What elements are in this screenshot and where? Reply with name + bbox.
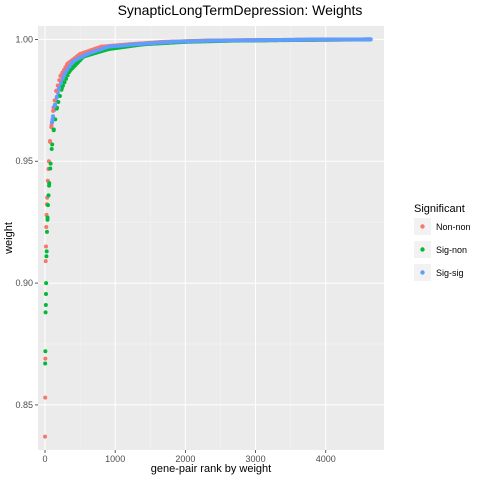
- legend-swatch: [420, 224, 425, 229]
- legend-label: Sig-non: [436, 245, 467, 255]
- data-point-sig-non: [43, 303, 48, 308]
- data-point-sig-sig: [65, 67, 70, 72]
- data-point-sig-non: [49, 147, 54, 152]
- data-point-sig-sig: [50, 120, 55, 125]
- data-point-sig-sig: [52, 103, 57, 108]
- data-point-sig-non: [44, 281, 49, 286]
- data-point-sig-non: [45, 217, 50, 222]
- data-point-sig-non: [65, 73, 70, 78]
- x-axis: 0 1000 2000 3000 4000: [43, 450, 336, 464]
- data-point-sig-sig: [169, 39, 174, 44]
- data-point-non-non: [44, 225, 49, 230]
- data-point-non-non: [47, 139, 52, 144]
- data-points: [43, 37, 373, 439]
- data-point-sig-sig: [51, 114, 56, 119]
- data-point-non-non: [51, 108, 56, 113]
- y-tick-label: 0.95: [15, 156, 33, 166]
- data-point-non-non: [43, 356, 48, 361]
- y-tick-label: 1.00: [15, 34, 33, 44]
- data-point-sig-non: [48, 161, 53, 166]
- data-point-sig-sig: [54, 95, 59, 100]
- legend-swatch: [420, 270, 425, 275]
- data-point-non-non: [44, 244, 48, 249]
- data-point-non-non: [65, 61, 70, 66]
- data-point-sig-sig: [211, 38, 216, 43]
- data-point-sig-sig: [134, 42, 139, 47]
- data-point-sig-non: [57, 93, 62, 98]
- data-point-sig-non: [64, 76, 69, 81]
- y-axis: 0.85 0.90 0.95 1.00: [15, 34, 38, 410]
- data-point-sig-sig: [309, 37, 314, 42]
- data-point-sig-sig: [58, 81, 63, 86]
- data-point-sig-sig: [260, 38, 265, 43]
- data-point-non-non: [43, 434, 48, 439]
- x-tick-label: 4000: [316, 454, 336, 464]
- data-point-sig-sig: [71, 59, 76, 64]
- data-point-non-non: [49, 125, 54, 130]
- data-point-sig-non: [51, 127, 56, 132]
- plot-panel: [38, 26, 384, 450]
- data-point-sig-non: [43, 310, 48, 315]
- data-point-sig-non: [48, 166, 53, 171]
- legend: Significant Non-non Sig-non Sig-sig: [414, 203, 471, 281]
- y-axis-title: weight: [3, 222, 15, 255]
- data-point-sig-non: [43, 361, 48, 366]
- data-point-sig-non: [56, 100, 61, 105]
- data-point-sig-non: [44, 229, 49, 234]
- data-point-sig-non: [43, 349, 48, 354]
- data-point-sig-sig: [57, 86, 62, 91]
- data-point-sig-sig: [85, 52, 90, 57]
- grid-minor: [38, 26, 384, 450]
- data-point-sig-sig: [62, 71, 67, 76]
- data-point-sig-non: [44, 254, 49, 259]
- data-point-sig-sig: [368, 37, 373, 42]
- data-point-sig-non: [62, 80, 67, 85]
- legend-title: Significant: [414, 203, 465, 215]
- y-tick-label: 0.90: [15, 278, 33, 288]
- chart-title: SynapticLongTermDepression: Weights: [118, 2, 363, 18]
- data-point-non-non: [57, 78, 62, 83]
- data-point-non-non: [43, 395, 48, 400]
- legend-swatch: [420, 247, 425, 252]
- data-point-sig-non: [50, 142, 55, 147]
- data-point-sig-sig: [106, 44, 111, 49]
- data-point-non-non: [52, 98, 57, 103]
- legend-label: Sig-sig: [436, 268, 464, 278]
- legend-label: Non-non: [436, 222, 471, 232]
- y-tick-label: 0.85: [15, 400, 33, 410]
- data-point-sig-non: [47, 181, 52, 186]
- data-point-sig-sig: [50, 117, 55, 122]
- data-point-sig-sig: [61, 75, 66, 80]
- data-point-sig-non: [46, 193, 51, 198]
- data-point-sig-non: [59, 86, 64, 91]
- data-point-sig-non: [44, 292, 48, 297]
- x-tick-label: 0: [43, 454, 48, 464]
- x-tick-label: 2000: [175, 454, 195, 464]
- grid-major: [38, 26, 384, 450]
- data-point-non-non: [43, 259, 48, 264]
- data-point-sig-non: [44, 249, 49, 254]
- x-tick-label: 1000: [105, 454, 125, 464]
- x-tick-label: 3000: [246, 454, 266, 464]
- x-axis-title: gene-pair rank by weight: [151, 463, 271, 475]
- data-point-sig-non: [45, 203, 50, 208]
- data-point-sig-sig: [67, 64, 72, 69]
